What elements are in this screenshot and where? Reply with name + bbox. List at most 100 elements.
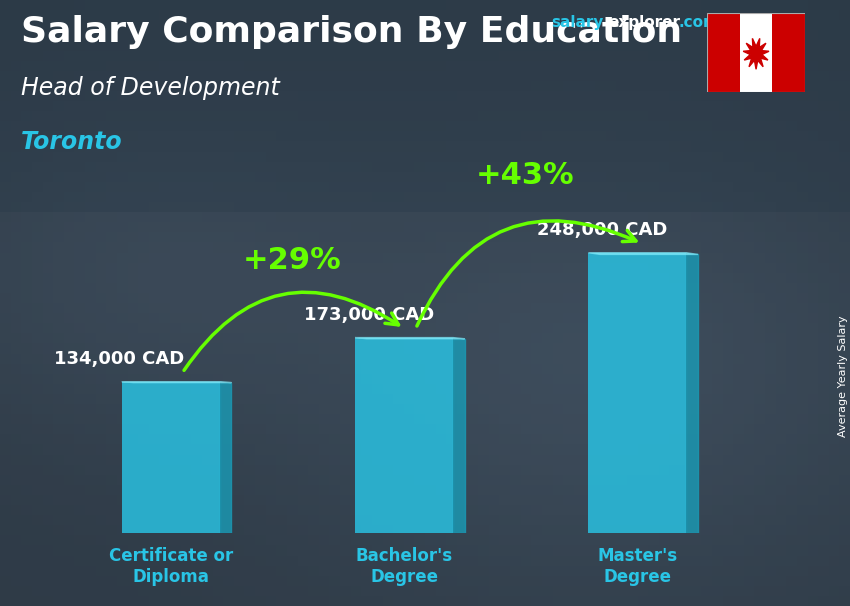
Bar — [818, 433, 830, 444]
Bar — [85, 352, 97, 364]
Bar — [319, 211, 331, 222]
Bar — [202, 302, 214, 313]
Bar — [414, 443, 427, 454]
Bar — [298, 382, 309, 394]
Bar — [75, 110, 87, 121]
Bar — [542, 130, 554, 141]
Bar — [286, 161, 299, 171]
Bar — [10, 282, 23, 293]
Bar — [446, 271, 459, 283]
Bar — [149, 120, 162, 132]
Bar — [531, 413, 543, 424]
Bar — [85, 211, 97, 222]
Bar — [765, 534, 777, 545]
Bar — [690, 191, 703, 202]
Bar — [489, 504, 501, 515]
Bar — [202, 413, 214, 424]
Bar — [595, 191, 607, 202]
Bar — [21, 554, 34, 565]
Bar — [159, 473, 172, 485]
Bar — [42, 201, 54, 212]
Bar — [616, 110, 628, 121]
Bar — [265, 362, 278, 374]
Bar — [350, 231, 363, 242]
Bar — [755, 564, 767, 576]
Bar — [95, 231, 108, 242]
Bar — [286, 585, 299, 596]
Bar — [796, 221, 809, 232]
Bar — [595, 29, 607, 41]
Bar — [212, 19, 224, 30]
Bar — [520, 291, 533, 303]
Bar — [722, 79, 734, 91]
Bar — [733, 342, 745, 353]
Bar — [414, 170, 427, 182]
Bar — [371, 261, 384, 273]
Bar — [276, 140, 288, 152]
Bar — [478, 70, 490, 81]
Bar — [298, 554, 309, 565]
Bar — [180, 100, 193, 111]
Bar — [329, 594, 342, 606]
Bar — [765, 251, 777, 262]
Bar — [563, 191, 575, 202]
Bar — [659, 79, 671, 91]
Bar — [616, 423, 628, 435]
Bar — [361, 110, 373, 121]
Bar — [138, 140, 150, 152]
Bar — [138, 342, 150, 353]
Bar — [457, 494, 469, 505]
Bar — [382, 221, 394, 232]
Bar — [711, 170, 724, 182]
Bar — [584, 49, 597, 61]
Bar — [786, 312, 798, 323]
Bar — [382, 403, 394, 414]
Bar — [106, 484, 119, 495]
Bar — [670, 19, 682, 30]
Bar — [75, 494, 87, 505]
Bar — [159, 544, 172, 556]
Bar — [361, 0, 373, 10]
Bar — [670, 393, 682, 404]
Bar — [552, 302, 564, 313]
Bar — [42, 100, 54, 111]
Bar — [690, 585, 703, 596]
Bar — [563, 0, 575, 10]
Bar — [796, 373, 809, 384]
Bar — [552, 382, 564, 394]
Bar — [244, 291, 257, 303]
Bar — [159, 332, 172, 344]
Bar — [95, 464, 108, 474]
Bar — [21, 403, 34, 414]
Bar — [468, 484, 479, 495]
Bar — [414, 544, 427, 556]
Bar — [595, 282, 607, 293]
Bar — [829, 443, 841, 454]
Bar — [552, 271, 564, 283]
Bar — [414, 312, 427, 323]
Bar — [276, 524, 288, 535]
Bar — [0, 19, 12, 30]
Bar — [361, 302, 373, 313]
Bar — [371, 59, 384, 71]
Bar — [212, 0, 224, 10]
Bar — [584, 231, 597, 242]
Bar — [371, 554, 384, 565]
Bar — [808, 100, 819, 111]
Bar — [10, 130, 23, 141]
Bar — [404, 554, 416, 565]
Bar — [382, 271, 394, 283]
Bar — [276, 585, 288, 596]
Bar — [170, 0, 182, 10]
Bar — [722, 544, 734, 556]
Bar — [319, 110, 331, 121]
Bar — [808, 59, 819, 71]
Bar — [159, 100, 172, 111]
Bar — [446, 49, 459, 61]
Bar — [117, 140, 129, 152]
Bar — [744, 271, 756, 283]
Bar — [595, 70, 607, 81]
Bar — [53, 120, 65, 132]
Bar — [808, 39, 819, 50]
Bar — [839, 494, 850, 505]
